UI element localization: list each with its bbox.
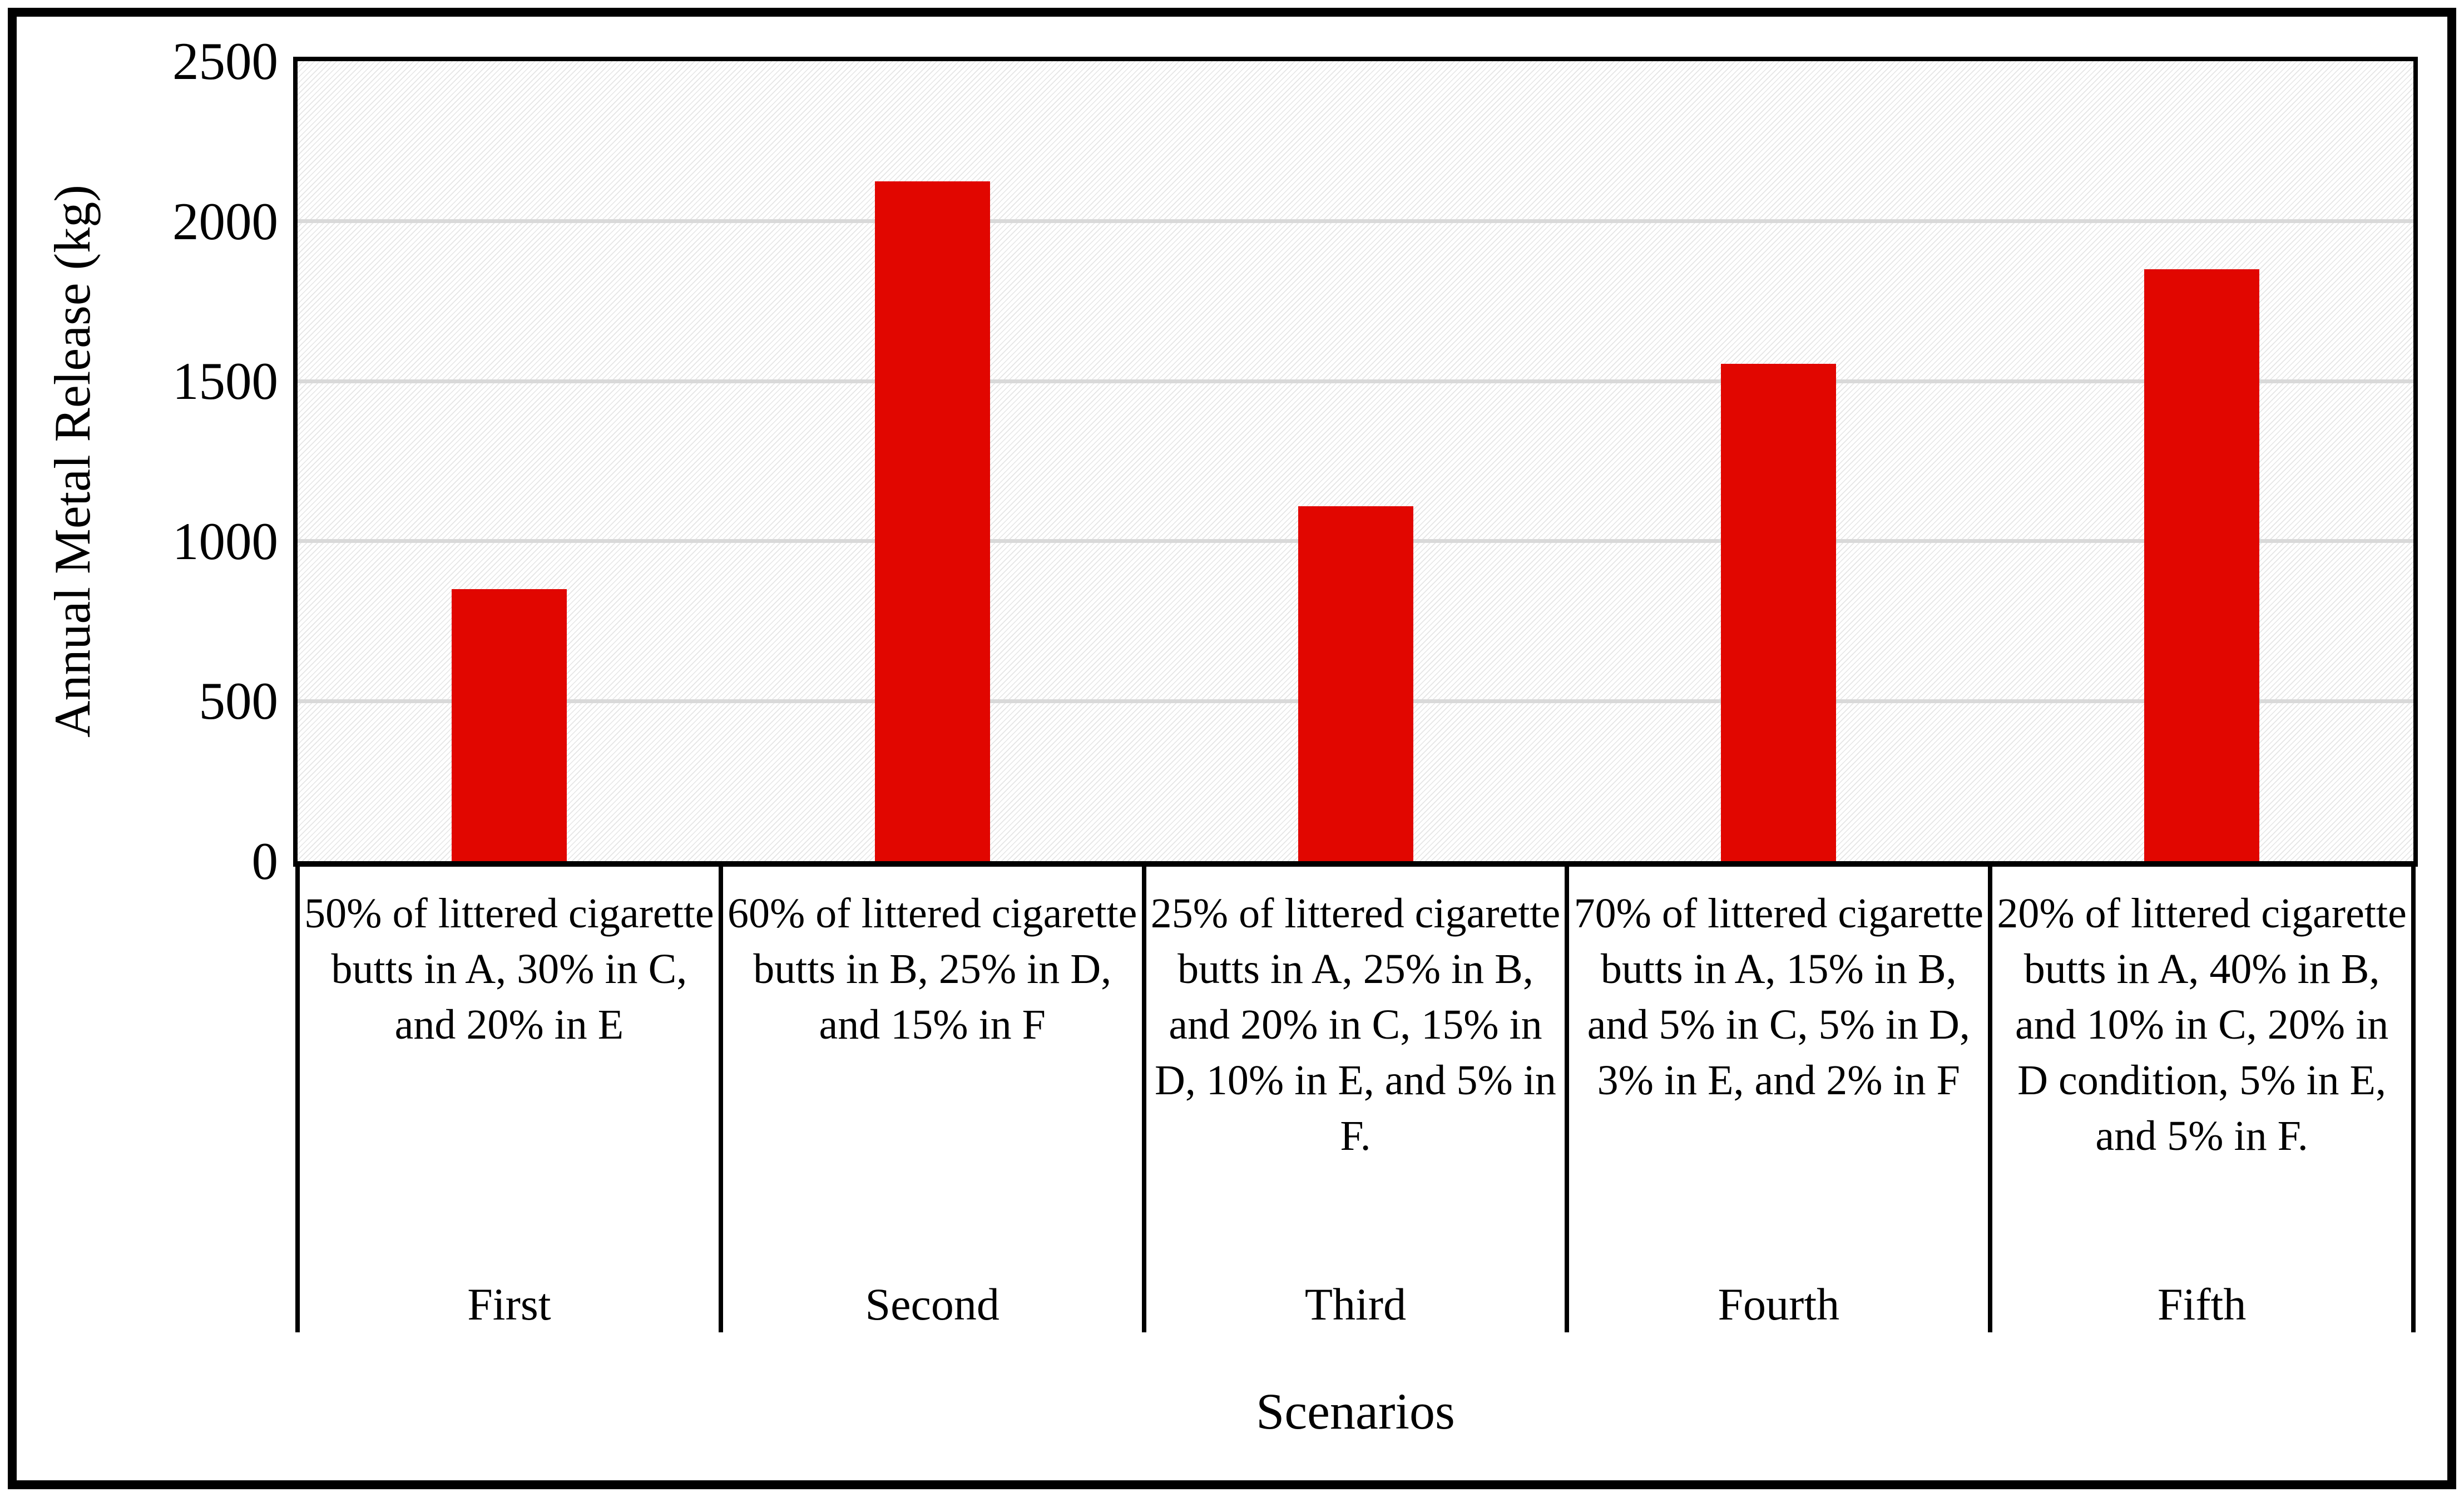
gridline (298, 379, 2413, 383)
category-ordinal-label: First (467, 1279, 551, 1330)
category-ordinal-label: Second (865, 1279, 1000, 1330)
plot-frame (293, 57, 2418, 867)
gridline (298, 219, 2413, 224)
category-ordinal-label: Third (1304, 1279, 1407, 1330)
category-description: 20% of littered cigarette butts in A, 40… (1997, 890, 2407, 1159)
category-separator (1565, 861, 1570, 1332)
category-separator (1141, 861, 1146, 1332)
category-ordinal-label: Fifth (2157, 1279, 2247, 1330)
y-tick-label: 500 (199, 671, 279, 731)
category-separator (1988, 861, 1993, 1332)
plot-area (298, 61, 2413, 861)
bar (874, 181, 990, 861)
y-tick-label: 2000 (172, 191, 278, 251)
bar (451, 589, 567, 861)
category-description: 50% of littered cigarette butts in A, 30… (304, 890, 714, 1048)
category-separator (2411, 861, 2416, 1332)
category-description: 60% of littered cigarette butts in B, 25… (727, 890, 1137, 1048)
y-tick-label: 1500 (172, 352, 278, 411)
y-tick-label: 0 (251, 832, 279, 891)
bar (2144, 269, 2260, 861)
category-separator (718, 861, 723, 1332)
category-description: 25% of littered cigarette butts in A, 25… (1150, 890, 1561, 1159)
y-tick-label: 1000 (172, 511, 278, 571)
y-axis-title: Annual Metal Release (kg) (44, 185, 101, 738)
x-axis-title: Scenarios (1256, 1383, 1455, 1440)
category-description: 70% of littered cigarette butts in A, 15… (1574, 890, 1983, 1104)
y-tick-label: 2500 (172, 32, 278, 91)
bar (1298, 506, 1413, 861)
bar (1721, 364, 1837, 861)
category-ordinal-label: Fourth (1718, 1279, 1840, 1330)
category-separator (295, 861, 300, 1332)
